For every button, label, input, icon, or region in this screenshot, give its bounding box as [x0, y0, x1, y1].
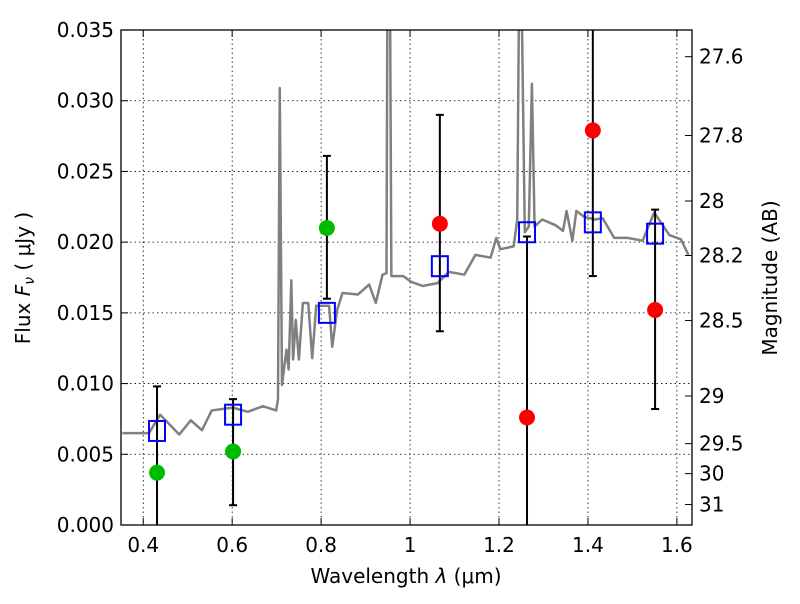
- model-square-point: [430, 255, 449, 278]
- right-tick-label: 29.5: [699, 432, 744, 456]
- x-tick-label: 1.4: [572, 533, 604, 557]
- observed-red-point: [519, 409, 536, 426]
- right-tick-label: 31: [699, 493, 724, 517]
- axes: 0.4 0.6 0.8 1 1.2 1.4 1.6 0.000 0.005 0.010 0.015 0…: [57, 18, 744, 557]
- y-tick-label: 0.015: [57, 301, 114, 325]
- observed-red-point: [431, 215, 448, 232]
- model-square-point: [317, 301, 336, 324]
- right-tick-label: 30: [699, 462, 724, 486]
- x-tick-label: 1: [404, 533, 417, 557]
- model-square-point: [583, 211, 602, 234]
- y-tick-label: 0.035: [57, 18, 114, 42]
- x-tick-label: 1.6: [661, 533, 693, 557]
- observed-green-point: [149, 464, 166, 481]
- observed-red-point: [584, 122, 601, 139]
- right-tick-label: 29: [699, 384, 724, 408]
- y-tick-label: 0.000: [57, 513, 114, 537]
- right-tick-label: 27.6: [699, 45, 744, 69]
- x-tick-label: 1.2: [483, 533, 515, 557]
- y-tick-label: 0.010: [57, 372, 114, 396]
- model-square-point: [646, 222, 665, 245]
- y-axis-label: Flux Fν ( μJy ): [11, 212, 38, 344]
- y-tick-label: 0.025: [57, 159, 114, 183]
- model-square-point: [148, 419, 167, 442]
- x-axis-label: Wavelength λ (μm): [310, 564, 501, 588]
- plot-frame: [120, 29, 693, 526]
- right-tick-label: 28.2: [699, 244, 744, 268]
- observed-green-point: [225, 443, 242, 460]
- right-tick-label: 27.8: [699, 123, 744, 147]
- right-tick-label: 28: [699, 189, 724, 213]
- data-marks: [122, 30, 690, 525]
- y-tick-label: 0.030: [57, 89, 114, 113]
- y-tick-label: 0.020: [57, 230, 114, 254]
- spectrum-line: [122, 30, 690, 436]
- x-tick-label: 0.8: [305, 533, 337, 557]
- y-tick-label: 0.005: [57, 442, 114, 466]
- x-tick-label: 0.4: [127, 533, 159, 557]
- model-square-point: [224, 403, 243, 426]
- observed-green-point: [318, 220, 335, 236]
- observed-red-point: [647, 302, 664, 319]
- x-tick-label: 0.6: [216, 533, 248, 557]
- right-axis-label: Magnitude (AB): [758, 200, 782, 355]
- right-tick-label: 28.5: [699, 309, 744, 333]
- model-square-point: [518, 221, 537, 244]
